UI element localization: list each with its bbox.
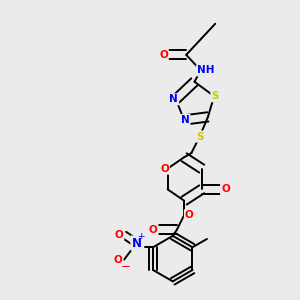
Text: O: O xyxy=(221,184,230,194)
Text: O: O xyxy=(149,225,158,235)
Text: N: N xyxy=(169,94,178,104)
Text: N: N xyxy=(131,237,142,250)
Text: N: N xyxy=(181,115,190,125)
Text: S: S xyxy=(212,91,219,101)
Text: O: O xyxy=(115,230,123,240)
Text: S: S xyxy=(196,132,203,142)
Text: O: O xyxy=(113,255,122,265)
Text: −: − xyxy=(121,260,131,273)
Text: +: + xyxy=(137,232,144,242)
Text: O: O xyxy=(159,50,168,60)
Text: O: O xyxy=(185,210,194,220)
Text: NH: NH xyxy=(197,65,214,75)
Text: O: O xyxy=(160,164,169,174)
